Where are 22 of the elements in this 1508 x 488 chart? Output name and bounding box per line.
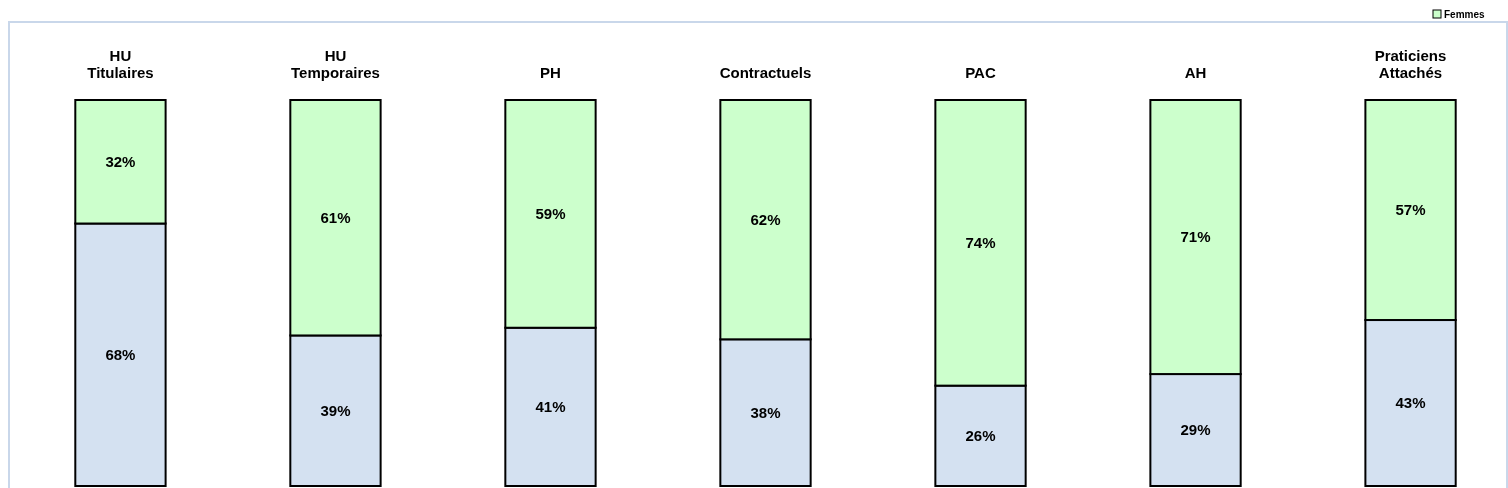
data-label: 39% [320, 401, 351, 419]
data-label: 74% [965, 233, 996, 251]
data-label: 57% [1395, 201, 1426, 219]
x-tick-label: PH [540, 64, 561, 81]
legend-label: Femmes [1444, 9, 1486, 20]
data-label: 43% [1395, 394, 1426, 412]
data-label: 62% [750, 210, 781, 228]
data-label: 32% [105, 152, 136, 170]
data-label: 59% [535, 204, 566, 222]
data-label: 29% [1180, 421, 1211, 439]
x-tick-label: PAC [965, 64, 996, 81]
x-tick-label: Praticiens Attachés [1374, 47, 1447, 81]
data-label: 68% [105, 345, 136, 363]
data-label: 38% [750, 403, 781, 421]
x-tick-label: HU Titulaires [87, 47, 154, 81]
data-label: 41% [535, 397, 566, 415]
data-label: 26% [965, 426, 996, 444]
data-label: 71% [1180, 228, 1211, 246]
x-tick-label: Contractuels [719, 64, 812, 81]
x-tick-label: HU Temporaires [291, 47, 380, 81]
x-tick-label: AH [1184, 64, 1207, 81]
data-label: 61% [320, 208, 351, 226]
